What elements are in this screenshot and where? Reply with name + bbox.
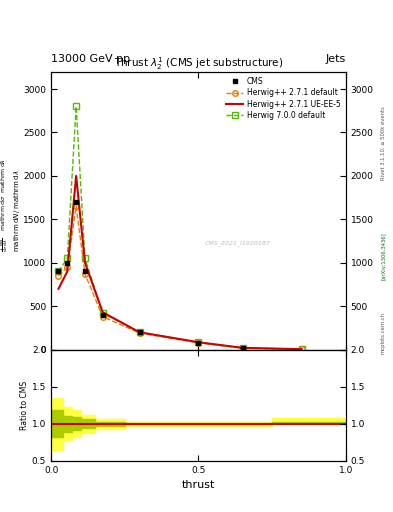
Herwig 7.0.0 default bbox=[196, 339, 201, 346]
Herwig 7.0.0 default bbox=[137, 329, 142, 335]
CMS bbox=[56, 268, 61, 274]
Herwig++ 2.7.1 UE-EE-5 bbox=[241, 345, 245, 351]
Herwig++ 2.7.1 default bbox=[137, 330, 142, 336]
Herwig 7.0.0 default bbox=[241, 345, 245, 351]
Text: mcplots.cern.ch: mcplots.cern.ch bbox=[381, 312, 386, 354]
X-axis label: thrust: thrust bbox=[182, 480, 215, 490]
Text: Rivet 3.1.10, ≥ 500k events: Rivet 3.1.10, ≥ 500k events bbox=[381, 106, 386, 180]
Herwig++ 2.7.1 UE-EE-5 bbox=[299, 346, 304, 352]
CMS bbox=[74, 199, 79, 205]
Text: CMS_2021_I1920187: CMS_2021_I1920187 bbox=[204, 240, 270, 246]
Herwig++ 2.7.1 UE-EE-5 bbox=[74, 173, 79, 179]
Herwig++ 2.7.1 default bbox=[56, 273, 61, 279]
Herwig++ 2.7.1 UE-EE-5 bbox=[65, 268, 70, 274]
CMS bbox=[137, 329, 142, 335]
Herwig 7.0.0 default bbox=[299, 346, 304, 352]
Herwig++ 2.7.1 UE-EE-5 bbox=[196, 339, 201, 345]
Herwig 7.0.0 default bbox=[83, 255, 87, 262]
Herwig++ 2.7.1 UE-EE-5 bbox=[137, 329, 142, 335]
Herwig++ 2.7.1 default bbox=[241, 345, 245, 351]
Herwig++ 2.7.1 default bbox=[100, 313, 105, 319]
Line: Herwig++ 2.7.1 UE-EE-5: Herwig++ 2.7.1 UE-EE-5 bbox=[59, 176, 302, 349]
Herwig 7.0.0 default bbox=[65, 255, 70, 262]
Herwig 7.0.0 default bbox=[74, 103, 79, 110]
CMS bbox=[83, 268, 87, 274]
Line: Herwig 7.0.0 default: Herwig 7.0.0 default bbox=[55, 103, 305, 353]
Text: 13000 GeV pp: 13000 GeV pp bbox=[51, 54, 130, 64]
Title: Thrust $\lambda_2^1$ (CMS jet substructure): Thrust $\lambda_2^1$ (CMS jet substructu… bbox=[114, 55, 283, 72]
Herwig 7.0.0 default bbox=[100, 310, 105, 316]
Text: $\frac{1}{\mathrm{d}\sigma}\frac{\mathrm{d}N}{\mathrm{d}\lambda}$    $\mathrm{ma: $\frac{1}{\mathrm{d}\sigma}\frac{\mathrm… bbox=[0, 158, 10, 252]
Herwig++ 2.7.1 UE-EE-5 bbox=[83, 260, 87, 266]
Herwig 7.0.0 default bbox=[56, 268, 61, 274]
Line: CMS: CMS bbox=[56, 200, 245, 350]
CMS bbox=[100, 312, 105, 318]
Legend: CMS, Herwig++ 2.7.1 default, Herwig++ 2.7.1 UE-EE-5, Herwig 7.0.0 default: CMS, Herwig++ 2.7.1 default, Herwig++ 2.… bbox=[224, 75, 342, 121]
CMS bbox=[65, 260, 70, 266]
CMS bbox=[196, 339, 201, 346]
Herwig++ 2.7.1 default bbox=[299, 346, 304, 352]
Herwig++ 2.7.1 default bbox=[196, 340, 201, 346]
CMS bbox=[241, 345, 245, 351]
Herwig++ 2.7.1 default bbox=[83, 271, 87, 277]
Herwig++ 2.7.1 default bbox=[74, 203, 79, 209]
Herwig++ 2.7.1 UE-EE-5 bbox=[100, 309, 105, 315]
Text: Jets: Jets bbox=[325, 54, 346, 64]
Line: Herwig++ 2.7.1 default: Herwig++ 2.7.1 default bbox=[56, 204, 305, 352]
Y-axis label: Ratio to CMS: Ratio to CMS bbox=[20, 380, 29, 430]
Herwig++ 2.7.1 default bbox=[65, 264, 70, 270]
Herwig++ 2.7.1 UE-EE-5 bbox=[56, 286, 61, 292]
Text: [arXiv:1306.3436]: [arXiv:1306.3436] bbox=[381, 232, 386, 280]
Y-axis label: $\mathrm{mathrm}\,\mathrm{d}N\,/\,\mathrm{mathrm}\,\mathrm{d}\lambda$: $\mathrm{mathrm}\,\mathrm{d}N\,/\,\mathr… bbox=[12, 169, 22, 252]
